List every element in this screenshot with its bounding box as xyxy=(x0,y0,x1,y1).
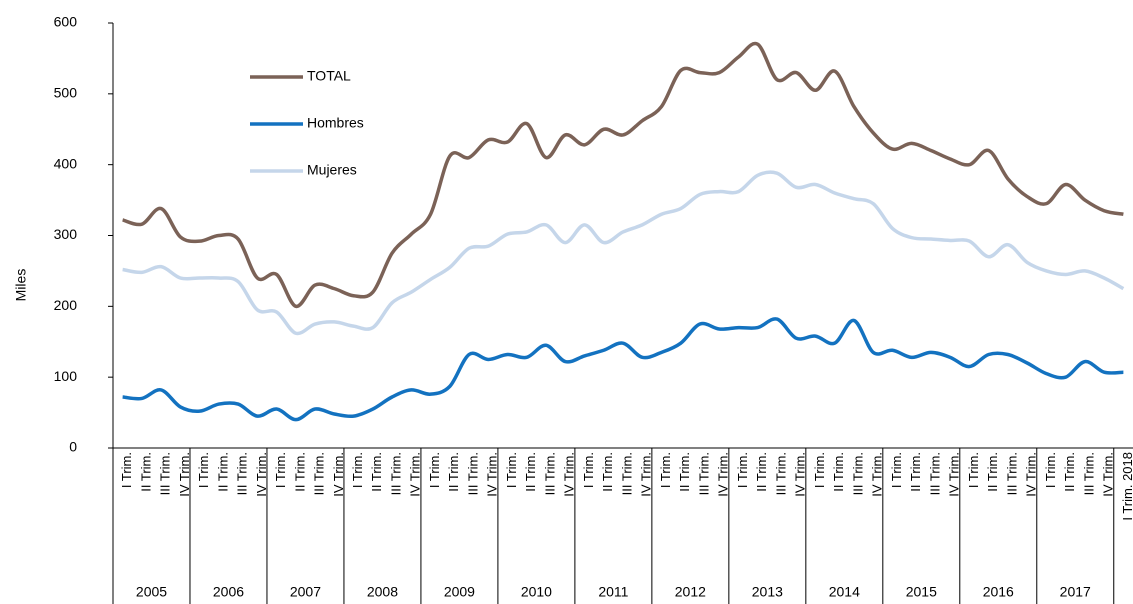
year-label: 2013 xyxy=(752,584,783,600)
x-tick-label: II Trim. xyxy=(754,452,769,492)
x-tick-label: II Trim. xyxy=(138,452,153,492)
year-label: 2006 xyxy=(213,584,244,600)
x-tick-label: IV Trim. xyxy=(1024,452,1039,497)
x-tick-label: IV Trim. xyxy=(408,452,423,497)
x-tick-label: II Trim. xyxy=(523,452,538,492)
x-tick-label: II Trim. xyxy=(600,452,615,492)
x-tick-label: III Trim. xyxy=(235,452,250,495)
y-tick-label: 200 xyxy=(54,297,78,313)
x-tick-label: III Trim. xyxy=(542,452,557,495)
x-tick-label: III Trim. xyxy=(388,452,403,495)
x-tick-label: IV Trim. xyxy=(639,452,654,497)
x-tick-label: III Trim. xyxy=(927,452,942,495)
x-tick-label: II Trim. xyxy=(215,452,230,492)
x-tick-label: I Trim. xyxy=(658,452,673,488)
x-tick-label: IV Trim. xyxy=(793,452,808,497)
x-tick-label: III Trim. xyxy=(1004,452,1019,495)
y-axis-label: Miles xyxy=(13,269,29,302)
legend-label: TOTAL xyxy=(307,68,351,84)
x-tick-label: IV Trim. xyxy=(870,452,885,497)
x-tick-label: II Trim. xyxy=(369,452,384,492)
x-tick-label: I Trim. xyxy=(812,452,827,488)
x-tick-label: II Trim. xyxy=(446,452,461,492)
year-label: 2014 xyxy=(829,584,860,600)
x-tick-label: II Trim. xyxy=(831,452,846,492)
x-tick-label: II Trim. xyxy=(292,452,307,492)
x-tick-label: III Trim. xyxy=(1081,452,1096,495)
x-tick-label: III Trim. xyxy=(850,452,865,495)
y-tick-label: 400 xyxy=(54,155,78,171)
year-label: 2009 xyxy=(444,584,475,600)
year-label: 2011 xyxy=(598,584,628,600)
year-label: 2016 xyxy=(983,584,1014,600)
y-tick-label: 0 xyxy=(69,439,77,455)
x-tick-label: IV Trim. xyxy=(485,452,500,497)
x-tick-label: I Trim. xyxy=(1043,452,1058,488)
legend-label: Hombres xyxy=(307,115,364,131)
x-tick-label: I Trim. xyxy=(966,452,981,488)
series-line xyxy=(122,41,1124,309)
x-tick-label: III Trim. xyxy=(619,452,634,495)
x-tick-label: IV Trim. xyxy=(562,452,577,497)
year-label: 2005 xyxy=(136,584,167,600)
x-tick-label: II Trim. xyxy=(985,452,1000,492)
legend-label: Mujeres xyxy=(307,162,357,178)
year-label: 2015 xyxy=(906,584,937,600)
series-line xyxy=(122,170,1125,336)
x-tick-label: III Trim. xyxy=(773,452,788,495)
y-tick-label: 500 xyxy=(54,85,78,101)
series-line xyxy=(122,317,1124,422)
x-tick-label: III Trim. xyxy=(312,452,327,495)
x-tick-label: I Trim. xyxy=(350,452,365,488)
x-tick-label: IV Trim. xyxy=(1101,452,1116,497)
year-label: 2008 xyxy=(367,584,398,600)
x-tick-label: I Trim. 2018 xyxy=(1120,452,1133,521)
x-tick-label: IV Trim. xyxy=(254,452,269,497)
x-tick-label: I Trim. xyxy=(504,452,519,488)
x-tick-label: IV Trim. xyxy=(947,452,962,497)
x-tick-label: II Trim. xyxy=(908,452,923,492)
x-tick-label: II Trim. xyxy=(1062,452,1077,492)
x-tick-label: I Trim. xyxy=(119,452,134,488)
x-tick-label: I Trim. xyxy=(427,452,442,488)
y-tick-label: 300 xyxy=(54,226,78,242)
y-tick-label: 600 xyxy=(54,14,78,30)
x-tick-label: IV Trim. xyxy=(331,452,346,497)
x-tick-label: III Trim. xyxy=(465,452,480,495)
x-tick-label: II Trim. xyxy=(677,452,692,492)
year-label: 2007 xyxy=(290,584,321,600)
x-tick-label: I Trim. xyxy=(581,452,596,488)
x-tick-label: IV Trim. xyxy=(177,452,192,497)
year-label: 2012 xyxy=(675,584,706,600)
x-tick-label: I Trim. xyxy=(735,452,750,488)
x-tick-label: IV Trim. xyxy=(716,452,731,497)
year-label: 2017 xyxy=(1060,584,1091,600)
x-tick-label: I Trim. xyxy=(889,452,904,488)
x-tick-label: III Trim. xyxy=(696,452,711,495)
year-label: 2010 xyxy=(521,584,552,600)
x-tick-label: I Trim. xyxy=(196,452,211,488)
y-tick-label: 100 xyxy=(54,368,78,384)
x-tick-label: I Trim. xyxy=(273,452,288,488)
x-tick-label: III Trim. xyxy=(158,452,173,495)
